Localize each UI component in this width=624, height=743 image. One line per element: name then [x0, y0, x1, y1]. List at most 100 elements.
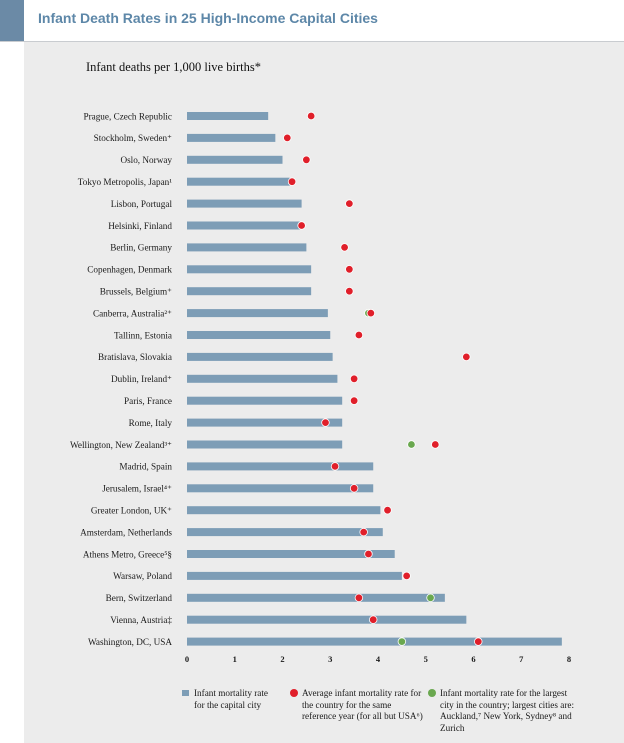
category-label: Bratislava, Slovakia — [98, 352, 172, 362]
bar-capital-city — [187, 243, 307, 252]
category-label: Helsinki, Finland — [108, 221, 172, 231]
legend-country-dot — [290, 689, 298, 697]
x-tick-label: 8 — [567, 654, 571, 664]
point-country-average — [287, 177, 297, 186]
category-label: Rome, Italy — [129, 418, 173, 428]
page-header: Infant Death Rates in 25 High-Income Cap… — [0, 0, 624, 42]
point-country-average — [345, 287, 354, 296]
bar-capital-city — [187, 396, 343, 405]
bar-capital-city — [187, 352, 333, 361]
point-country-average — [306, 111, 316, 121]
point-country-average — [474, 637, 483, 646]
category-label: Prague, Czech Republic — [83, 111, 172, 121]
chart-title: Infant deaths per 1,000 live births* — [86, 60, 261, 74]
bar-capital-city — [187, 155, 283, 164]
point-largest-city — [397, 637, 407, 646]
x-tick-label: 5 — [424, 654, 428, 664]
category-label: Vienna, Austria‡ — [110, 615, 172, 625]
category-label: Amsterdam, Netherlands — [80, 527, 172, 537]
legend-bar-swatch — [182, 690, 189, 696]
bar-capital-city — [187, 440, 343, 449]
legend-item-country: Average infant mortality rate for the co… — [290, 688, 426, 738]
point-country-average — [340, 243, 349, 252]
category-label: Athens Metro, Greece⁵§ — [83, 549, 172, 559]
point-country-average — [354, 593, 364, 602]
bar-capital-city — [187, 615, 467, 624]
bar-capital-city — [187, 593, 445, 602]
point-country-average — [369, 615, 378, 624]
bar-capital-city — [187, 287, 312, 296]
category-label: Jerusalem, Israel⁴⁺ — [102, 484, 172, 494]
bar-capital-city — [187, 374, 338, 383]
point-country-average — [364, 549, 373, 559]
category-label: Canberra, Australia²⁺ — [93, 308, 172, 318]
point-country-average — [402, 571, 411, 581]
point-country-average — [349, 396, 359, 405]
bar-capital-city — [187, 484, 374, 493]
x-tick-label: 1 — [233, 654, 237, 664]
point-country-average — [302, 155, 311, 164]
category-label: Copenhagen, Denmark — [87, 265, 172, 275]
category-label: Dublin, Ireland⁺ — [111, 374, 172, 384]
bar-capital-city — [187, 418, 343, 427]
point-country-average — [354, 330, 364, 340]
x-tick-label: 7 — [519, 654, 524, 664]
legend-label-country: Average infant mortality rate for the co… — [302, 688, 423, 721]
category-label: Tokyo Metropolis, Japan¹ — [78, 177, 172, 187]
header-accent-bar — [0, 0, 24, 42]
category-label: Stockholm, Sweden⁺ — [94, 133, 172, 143]
bar-capital-city — [187, 571, 402, 580]
bar-capital-city — [187, 550, 395, 558]
legend-largest-dot — [428, 689, 436, 697]
legend-item-capital: Infant mortality rate for the capital ci… — [182, 688, 274, 738]
point-country-average — [321, 418, 330, 427]
page-title: Infant Death Rates in 25 High-Income Cap… — [38, 10, 378, 26]
point-largest-city — [407, 440, 416, 449]
bar-capital-city — [187, 199, 302, 208]
point-country-average — [349, 484, 359, 493]
x-tick-label: 6 — [471, 654, 475, 664]
point-country-average — [297, 221, 306, 230]
point-country-average — [366, 308, 376, 318]
x-tick-label: 2 — [280, 654, 284, 664]
point-country-average — [359, 527, 368, 537]
point-country-average — [283, 133, 292, 143]
category-label: Brussels, Belgium⁺ — [100, 287, 172, 297]
bar-capital-city — [187, 462, 374, 471]
x-tick-label: 0 — [185, 654, 189, 664]
legend-label-capital: Infant mortality rate for the capital ci… — [194, 688, 268, 710]
legend-item-largest: Infant mortality rate for the largest ci… — [428, 688, 578, 738]
category-label: Berlin, Germany — [110, 243, 172, 253]
category-label: Wellington, New Zealand³⁺ — [70, 440, 172, 450]
point-country-average — [345, 199, 354, 208]
category-label: Washington, DC, USA — [88, 637, 172, 647]
bar-capital-city — [187, 506, 381, 515]
header-divider — [0, 41, 624, 42]
bar-capital-city — [187, 528, 383, 537]
point-country-average — [431, 440, 440, 449]
point-country-average — [330, 462, 340, 471]
bar-capital-city — [187, 265, 312, 274]
category-label: Warsaw, Poland — [113, 571, 172, 581]
category-label: Madrid, Spain — [119, 462, 172, 472]
category-label: Lisbon, Portugal — [111, 199, 173, 209]
point-country-average — [383, 506, 392, 515]
bar-capital-city — [187, 331, 331, 339]
x-tick-label: 3 — [328, 654, 332, 664]
bar-capital-city — [187, 637, 562, 646]
category-label: Paris, France — [124, 396, 172, 406]
bar-capital-city — [187, 112, 269, 120]
point-country-average — [345, 265, 354, 274]
category-label: Greater London, UK⁺ — [91, 506, 172, 516]
category-label: Tallinn, Estonia — [114, 330, 172, 340]
bar-capital-city — [187, 177, 290, 186]
bar-capital-city — [187, 309, 328, 318]
x-tick-label: 4 — [376, 654, 381, 664]
chart-panel — [24, 42, 624, 743]
category-label: Bern, Switzerland — [106, 593, 173, 603]
bar-capital-city — [187, 133, 276, 142]
point-country-average — [462, 352, 471, 362]
bar-capital-city — [187, 221, 302, 230]
point-country-average — [349, 374, 359, 383]
